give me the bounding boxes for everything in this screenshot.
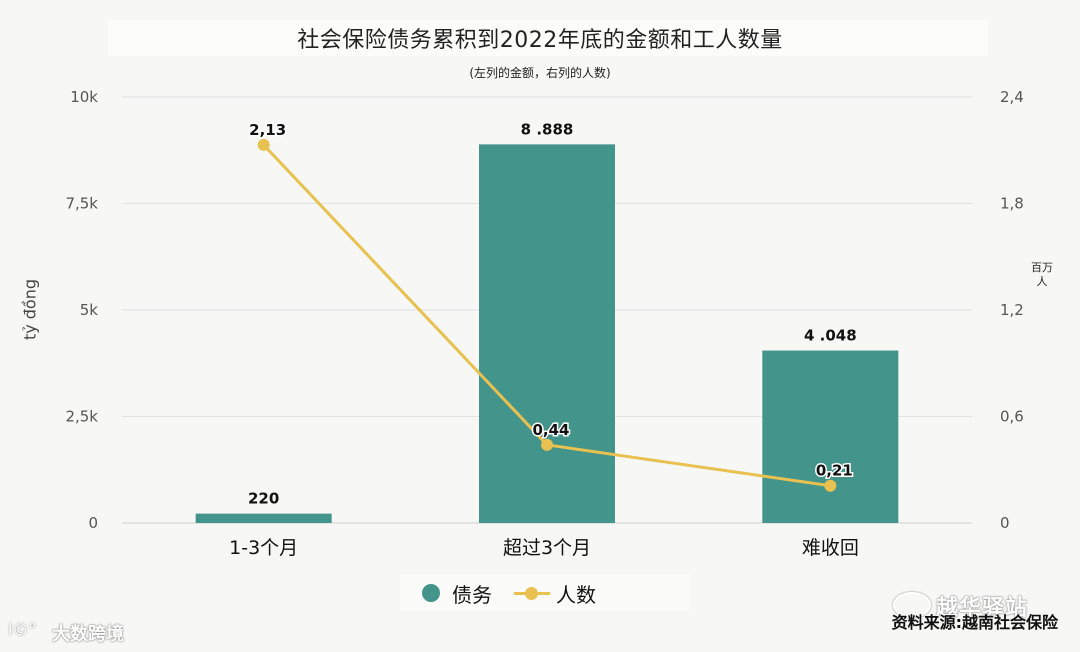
people-point <box>824 479 837 492</box>
bar-value-label: 4 .048 <box>804 327 857 345</box>
y-left-tick-label: 0 <box>88 514 98 532</box>
people-value-label: 2,13 <box>249 121 286 139</box>
watermark-right: 越华驿站 <box>936 596 1029 621</box>
bar <box>479 144 615 523</box>
x-tick-label: 超过3个月 <box>503 537 591 559</box>
people-point <box>541 438 553 451</box>
bar-value-label: 8 .888 <box>521 120 574 138</box>
legend-debt-label: 债务 <box>452 582 492 607</box>
legend-debt-swatch <box>422 584 440 602</box>
people-value-label: 0,21 <box>816 462 853 480</box>
legend: 债务 人数 <box>400 575 690 611</box>
y-right-tick-label: 1,2 <box>1000 301 1024 319</box>
watermark-left: 大数跨境 <box>52 624 124 645</box>
chart-title: 社会保险债务累积到2022年底的金额和工人数量 <box>297 28 783 53</box>
y-axis-left-label: tỷ đồng <box>20 278 40 341</box>
chart-subtitle: (左列的金额，右列的人数) <box>469 66 611 80</box>
y-axis-right-label: 百万 人 <box>1028 261 1056 289</box>
y-left-tick-label: 7,5k <box>65 195 98 213</box>
x-tick-label: 1-3个月 <box>229 537 298 559</box>
people-value-label: 0,44 <box>532 421 569 439</box>
y-axis-right-label-line-2: 人 <box>1036 275 1048 288</box>
y-left-tick-label: 5k <box>80 301 99 319</box>
legend-people-label: 人数 <box>556 582 596 607</box>
legend-item-debt: 债务 <box>422 579 492 608</box>
people-point <box>257 138 270 151</box>
legend-people-swatch <box>514 584 550 602</box>
title-background <box>108 20 988 56</box>
bar-value-label: 220 <box>248 490 279 508</box>
bar <box>762 350 899 523</box>
x-tick-label: 难收回 <box>802 537 859 559</box>
y-left-tick-label: 10k <box>70 88 98 106</box>
y-axis-right-label-line-1: 百万 <box>1031 261 1053 274</box>
watermark-logo-icon: l©° <box>8 620 37 639</box>
legend-item-people: 人数 <box>514 579 596 608</box>
source-note: 资料来源:越南社会保险 <box>891 613 1058 632</box>
y-right-tick-label: 2,4 <box>1000 88 1024 106</box>
bar <box>195 513 332 523</box>
y-right-tick-label: 0,6 <box>1000 408 1024 426</box>
y-right-tick-label: 0 <box>1000 514 1010 532</box>
y-left-tick-label: 2,5k <box>65 408 98 426</box>
wechat-icon <box>893 592 931 618</box>
y-right-tick-label: 1,8 <box>1000 195 1024 213</box>
